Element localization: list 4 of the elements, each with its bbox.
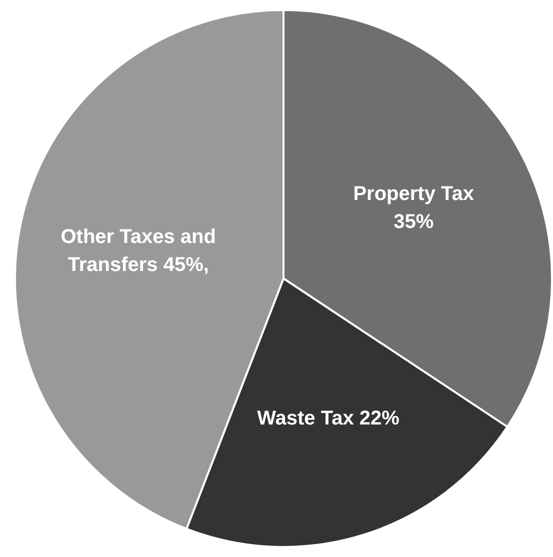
slice-label: Property Tax [353, 183, 474, 206]
slice-label: Waste Tax 22% [257, 408, 400, 430]
slice-label: Other Taxes and Transfers 45%, [60, 226, 216, 276]
data-label: 35% [394, 211, 434, 234]
